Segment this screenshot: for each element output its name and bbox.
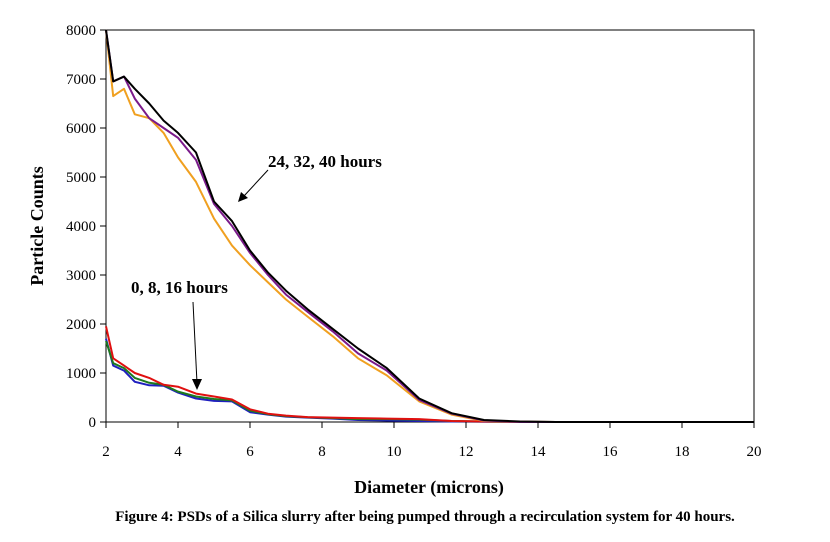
- annotation-0-8-16-hours: 0, 8, 16 hours: [131, 278, 228, 297]
- x-tick-label: 12: [459, 444, 474, 460]
- x-tick-label: 16: [603, 444, 619, 460]
- figure-caption: Figure 4: PSDs of a Silica slurry after …: [115, 509, 735, 525]
- annotation-arrow-2: [192, 301, 198, 384]
- annotations: 24, 32, 40 hours 0, 8, 16 hours: [131, 152, 382, 390]
- x-axis-title: Diameter (microns): [354, 477, 504, 498]
- x-tick-label: 4: [174, 444, 182, 460]
- x-tick-label: 6: [246, 444, 254, 460]
- series-line-40-hours: [105, 29, 754, 423]
- x-tick-label: 2: [102, 444, 110, 460]
- x-tick-label: 8: [318, 444, 326, 460]
- plot-frame: [105, 29, 755, 423]
- y-tick-label: 1000: [66, 366, 96, 382]
- annotation-arrow-1: [243, 169, 269, 197]
- arrowhead-icon: [238, 192, 248, 202]
- y-tick-label: 3000: [66, 268, 96, 284]
- series-layer: [105, 29, 754, 423]
- y-tick-label: 2000: [66, 317, 96, 333]
- annotation-24-32-40-hours: 24, 32, 40 hours: [268, 152, 382, 171]
- x-tick-label: 20: [747, 444, 762, 460]
- y-tick-label: 6000: [66, 121, 96, 137]
- ticks-layer: 2 4 6 8 10 12 14 16 18 20 0 1000 2000 3000 4000 5000 600…: [66, 23, 762, 460]
- arrowhead-icon: [192, 379, 202, 390]
- x-tick-label: 14: [531, 444, 547, 460]
- y-tick-label: 0: [89, 415, 97, 431]
- plot-area: [105, 29, 755, 423]
- y-tick-label: 8000: [66, 23, 96, 39]
- y-tick-label: 5000: [66, 170, 96, 186]
- x-tick-label: 10: [387, 444, 402, 460]
- y-tick-label: 7000: [66, 72, 96, 88]
- y-tick-label: 4000: [66, 219, 96, 235]
- y-axis-title: Particle Counts: [27, 166, 47, 285]
- x-tick-label: 18: [675, 444, 690, 460]
